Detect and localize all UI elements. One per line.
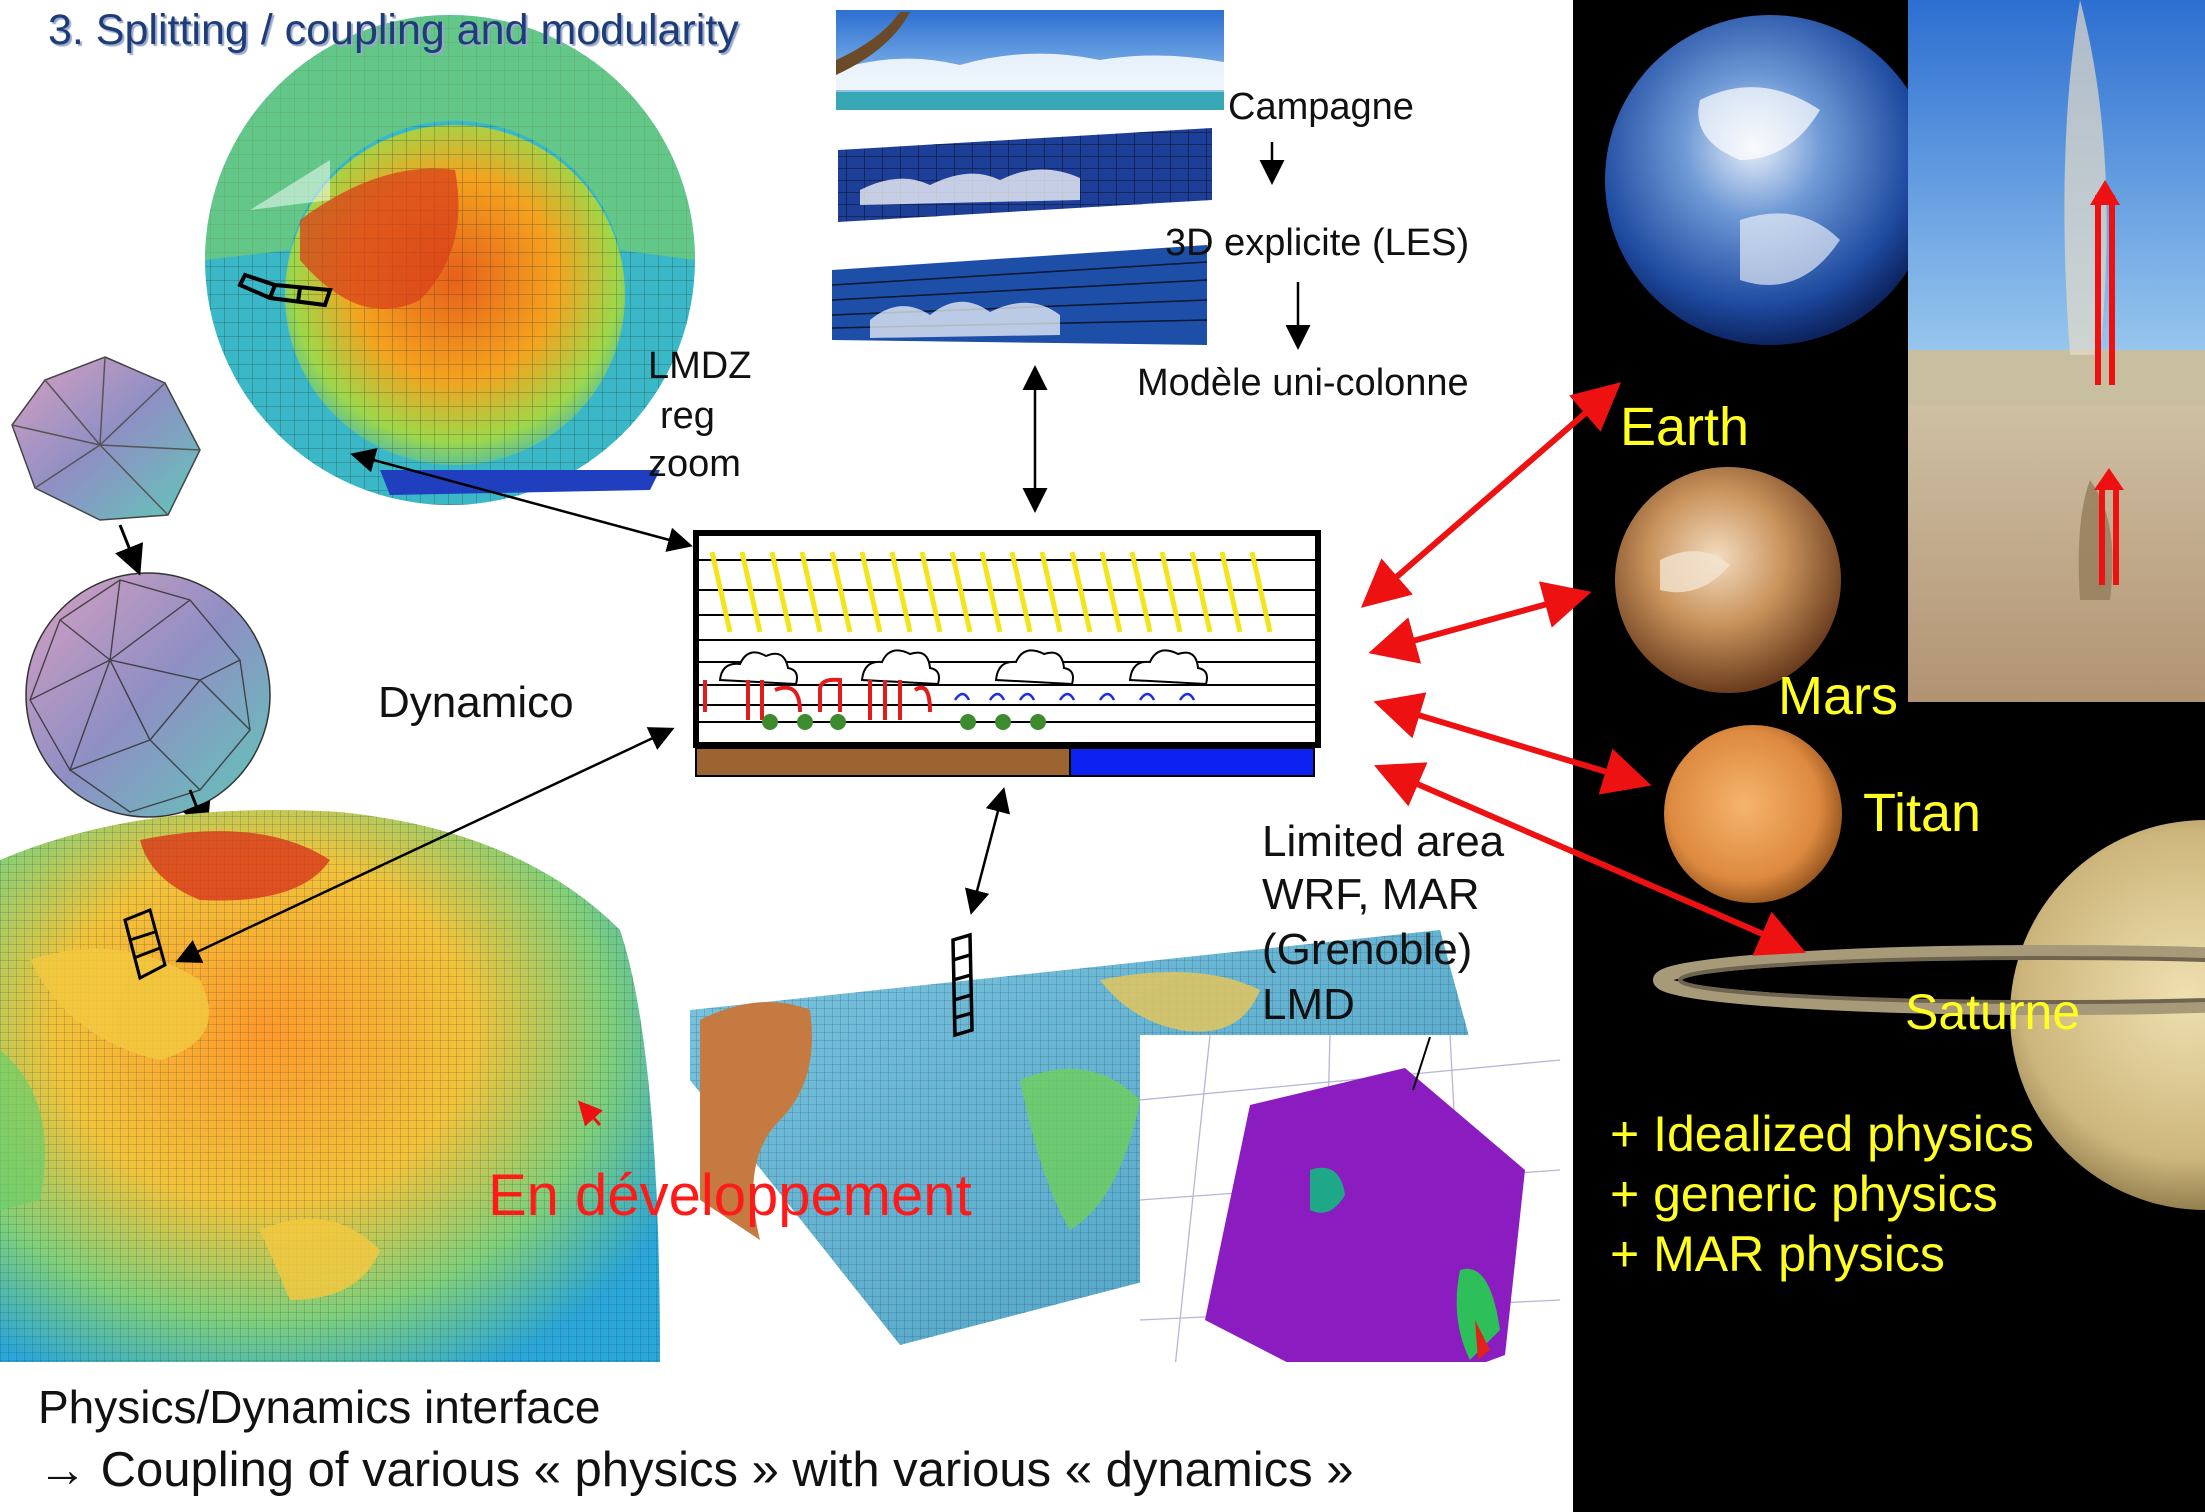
dust-devil-photo-image <box>1908 0 2205 702</box>
lmdz-label: LMDZ <box>648 345 752 387</box>
interface-description: → Coupling of various « physics » with v… <box>38 1443 1354 1497</box>
interface-caption-box <box>0 1362 1573 1512</box>
earth-label: Earth <box>1620 397 1750 457</box>
physics-option-mar: + MAR physics <box>1610 1226 1945 1282</box>
dynamico-label: Dynamico <box>378 678 574 727</box>
slide-title: 3. Splitting / coupling and modularity <box>48 6 739 54</box>
lmdz-reg-label: reg <box>660 395 715 437</box>
scm-column-image <box>831 245 1208 345</box>
wrf-mar-label: WRF, MAR <box>1262 870 1480 919</box>
earth-planet-image <box>1605 15 1935 345</box>
campagne-label: Campagne <box>1228 86 1414 128</box>
development-label: En développement <box>488 1163 972 1228</box>
limited-area-label: Limited area <box>1262 817 1505 866</box>
dynamico-globe-image <box>0 810 660 1362</box>
titan-planet-image <box>1664 725 1842 903</box>
titan-label: Titan <box>1863 783 1982 843</box>
les-label: 3D explicite (LES) <box>1165 222 1470 264</box>
physics-option-idealized: + Idealized physics <box>1610 1106 2034 1162</box>
geodesic-sphere-image <box>25 572 271 818</box>
scm-label: Modèle uni-colonne <box>1137 362 1469 404</box>
mars-planet-image <box>1615 467 1841 693</box>
lmd-label: LMD <box>1262 980 1355 1029</box>
lmdz-globe-image <box>205 15 695 505</box>
lmdz-zoom-label: zoom <box>648 443 741 485</box>
mar-hexagon-map-image <box>1139 1034 1561 1416</box>
mars-label: Mars <box>1778 666 1898 726</box>
interface-title: Physics/Dynamics interface <box>38 1381 601 1433</box>
saturne-label: Saturne <box>1905 984 2081 1040</box>
saturn-planet-image <box>1653 820 2205 1210</box>
grenoble-label: (Grenoble) <box>1262 925 1473 974</box>
physics-column-diagram <box>693 530 1321 777</box>
les-3d-grid-image <box>838 128 1212 222</box>
icosahedron-image <box>11 356 201 521</box>
campagne-photo-image <box>836 10 1224 110</box>
physics-option-generic: + generic physics <box>1610 1166 1998 1222</box>
